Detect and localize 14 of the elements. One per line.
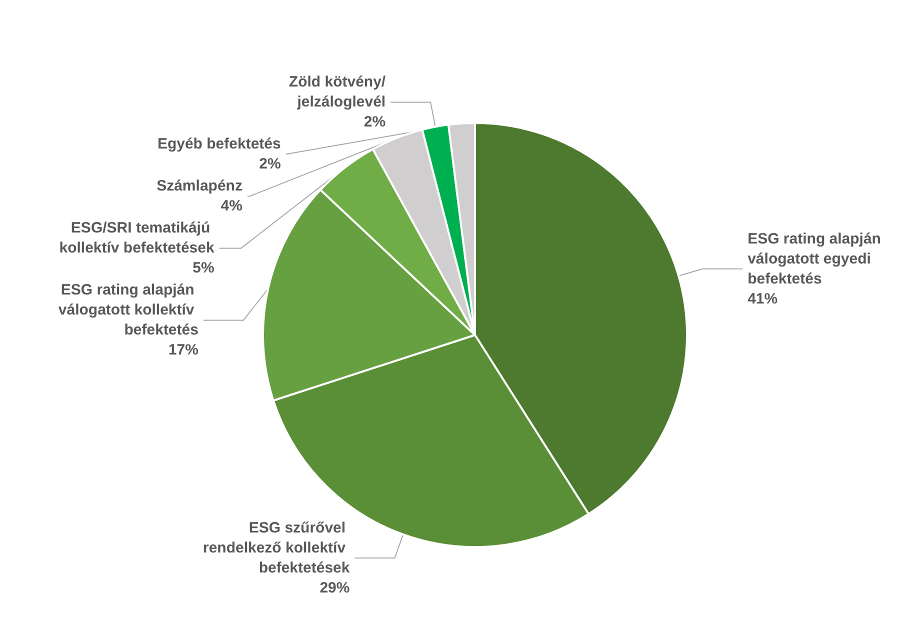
slice-label: ESG rating alapján válogatott egyedi befektetés <box>748 230 886 288</box>
data-label: 29% <box>320 579 350 596</box>
slice-label: Zöld kötvény/jelzáloglevél <box>288 74 386 111</box>
data-label: 4% <box>220 198 242 215</box>
data-label: 5% <box>192 260 214 277</box>
data-label: 2% <box>259 156 281 173</box>
data-label: 2% <box>364 114 386 131</box>
slice-label: ESG/SRI tematikájú kollektív befektetések <box>59 220 215 257</box>
slice-label: ESG rating alapján válogatott kollektív befektetés <box>58 282 198 339</box>
data-label: 17% <box>168 342 198 359</box>
slice-label: Számlapénz <box>156 178 242 195</box>
data-label: 41% <box>748 290 778 308</box>
slice-label: Egyéb befektetés <box>157 136 281 153</box>
slice-label: ESG szűrővel rendelkező kollektív befektetések <box>202 519 350 576</box>
